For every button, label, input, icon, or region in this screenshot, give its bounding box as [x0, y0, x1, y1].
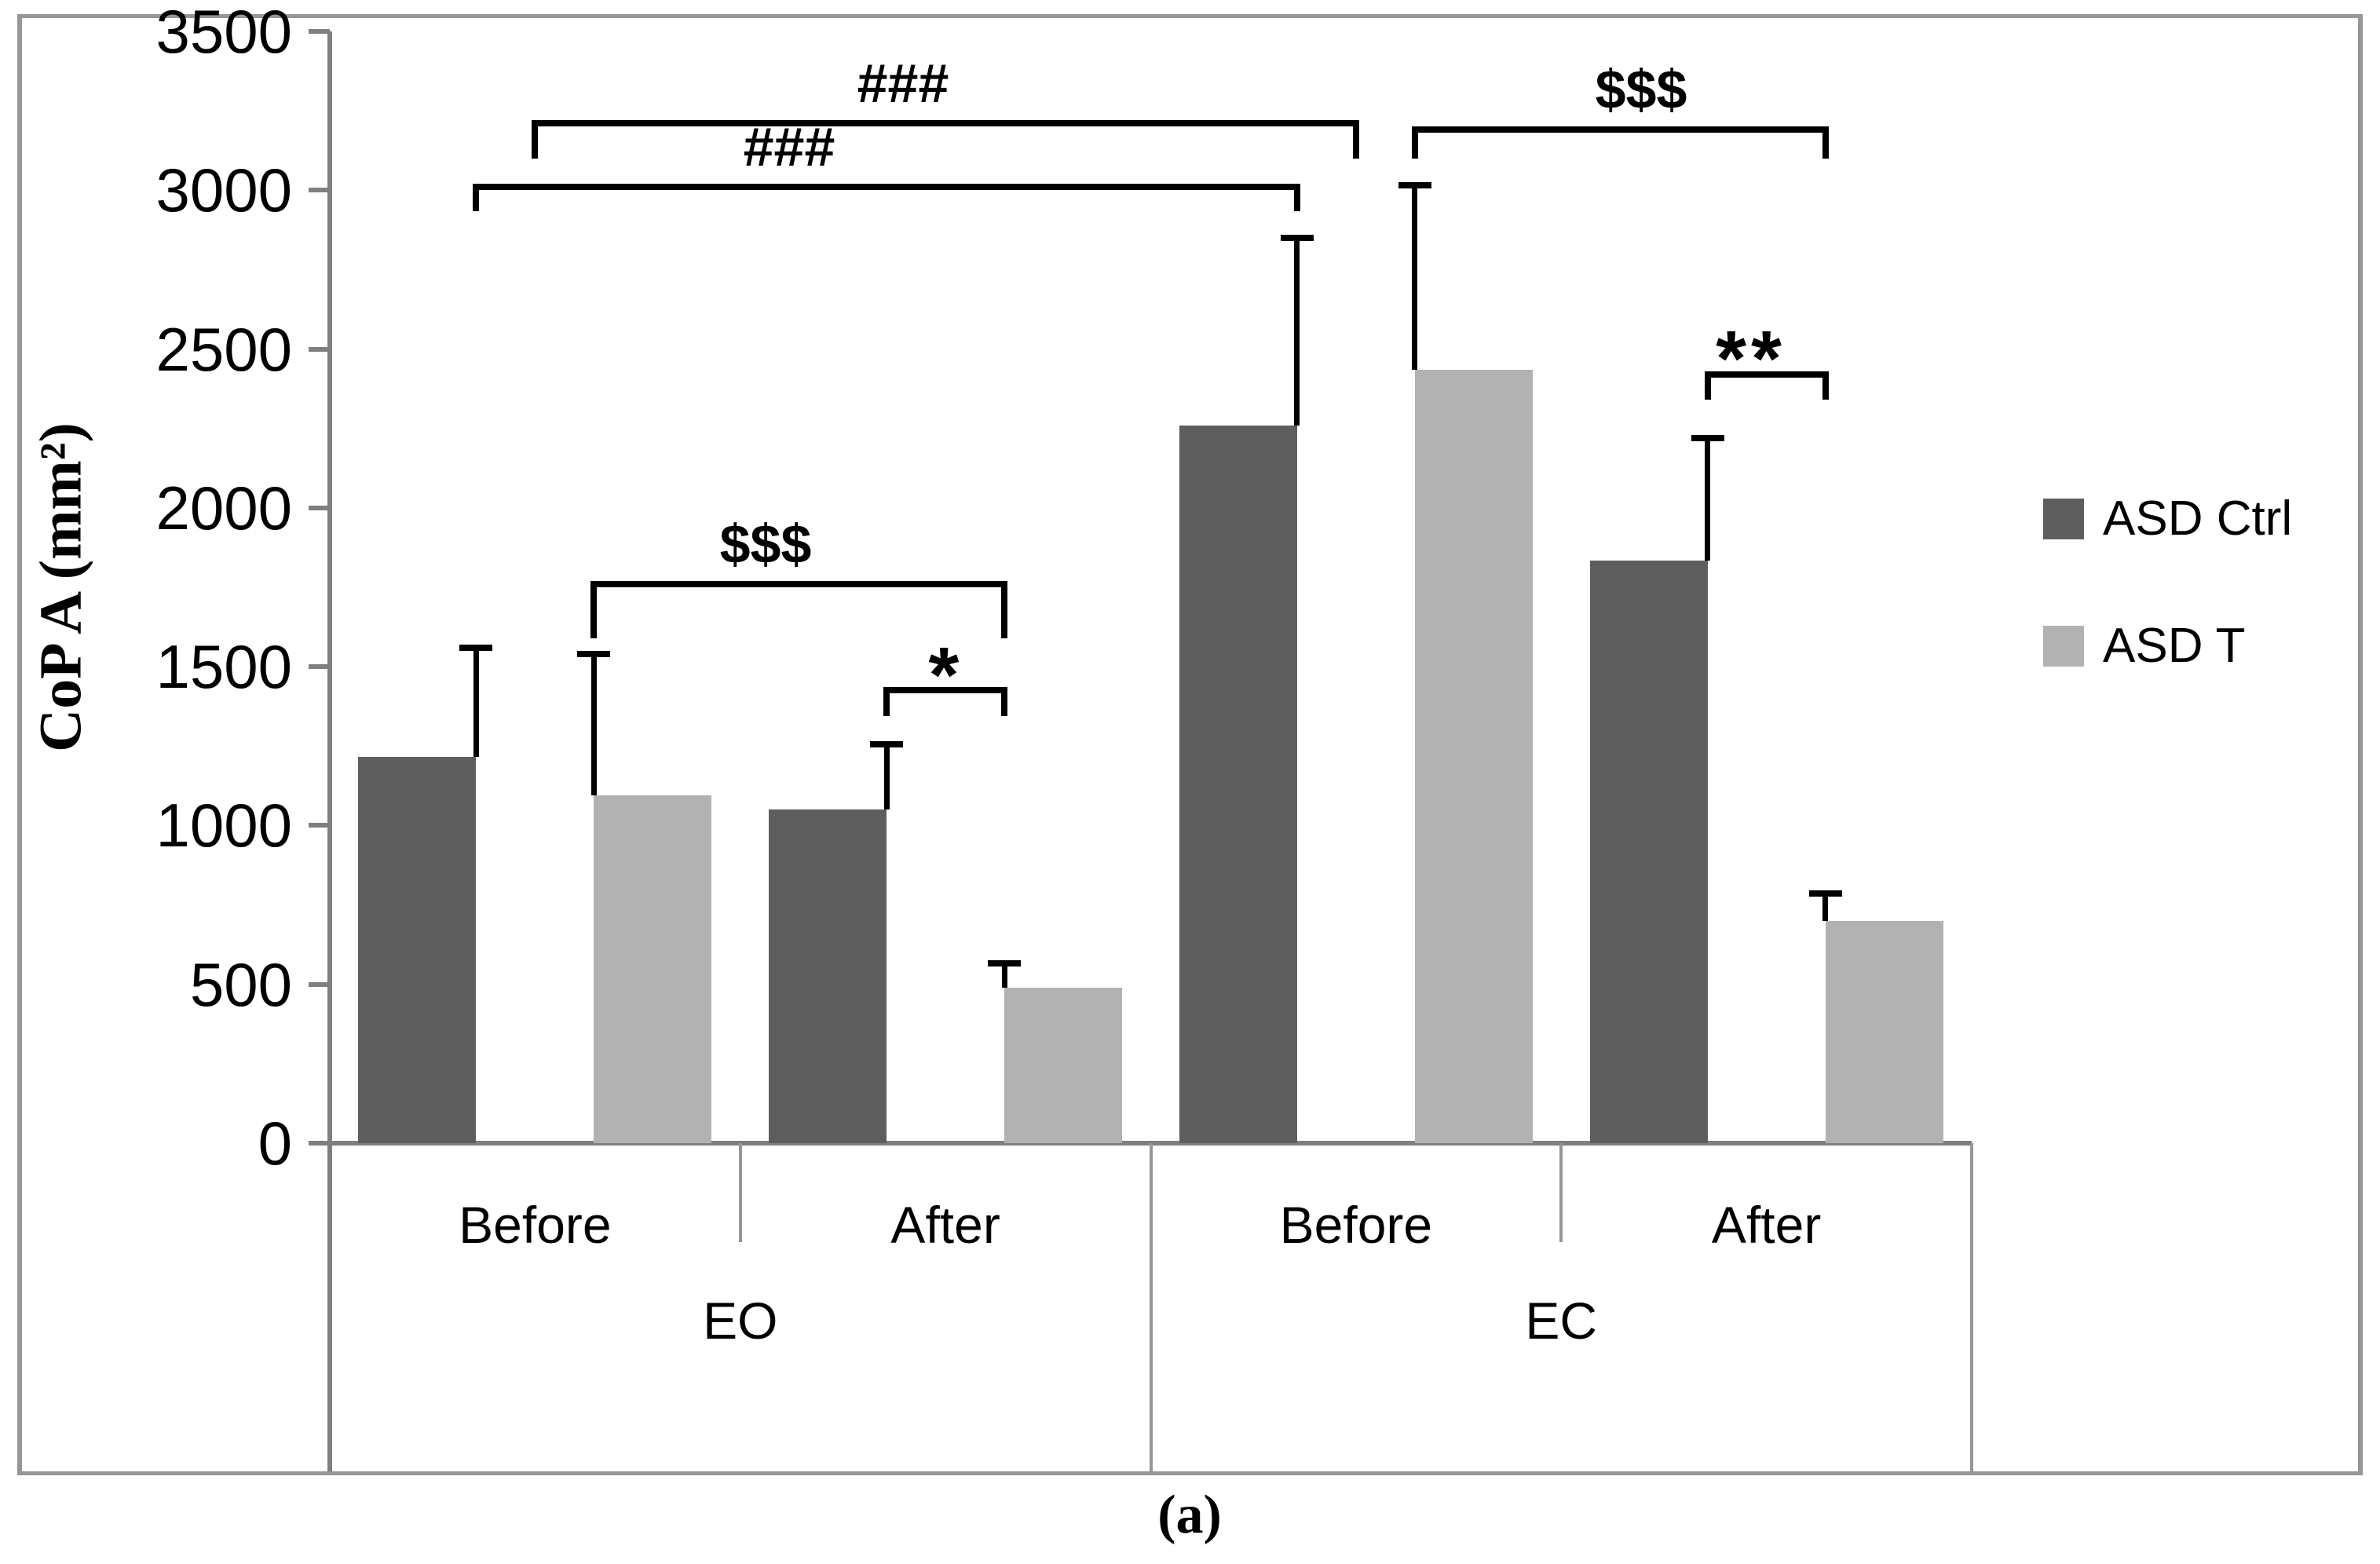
significance-bracket-leg	[590, 583, 598, 638]
significance-bracket	[532, 120, 1359, 127]
bar-asd-t-after-g1	[1004, 987, 1123, 1143]
error-bar	[590, 653, 597, 795]
group-label: EO	[703, 1292, 778, 1350]
y-axis-title: CoP A (mm²)	[27, 422, 94, 752]
bar-asd-ctrl-before-g0	[358, 757, 477, 1143]
bar-asd-t-before-g2	[1414, 369, 1533, 1143]
significance-bracket-leg	[1001, 690, 1008, 716]
error-bar-cap	[1808, 890, 1842, 897]
significance-label: ###	[857, 53, 949, 115]
significance-label: $$$	[719, 513, 812, 575]
bar-asd-t-before-g0	[594, 795, 712, 1143]
y-tick-mark	[309, 1141, 330, 1146]
y-tick-mark	[309, 29, 330, 34]
significance-label: *	[928, 630, 964, 719]
legend-item-asd-t: ASD T	[2043, 622, 2245, 671]
category-separator	[738, 1143, 742, 1242]
bar-asd-ctrl-before-g2	[1179, 425, 1297, 1143]
error-bar	[473, 647, 479, 758]
y-tick-mark	[309, 505, 330, 510]
legend-label-asd-t: ASD T	[2103, 619, 2246, 673]
error-bar	[1822, 893, 1829, 921]
figure-caption: (a)	[1157, 1485, 1222, 1545]
error-bar-cap	[577, 650, 611, 657]
chart-border-top	[17, 14, 2362, 18]
legend-swatch-asd-ctrl	[2043, 499, 2084, 539]
group-label: EC	[1525, 1292, 1598, 1350]
error-bar	[1294, 237, 1300, 426]
category-label: After	[1711, 1196, 1822, 1254]
y-tick-label: 2500	[155, 314, 292, 384]
significance-bracket-leg	[532, 123, 539, 159]
y-tick-mark	[309, 823, 330, 828]
significance-label: ###	[743, 116, 835, 178]
bar-asd-t-after-g3	[1825, 920, 1943, 1143]
error-bar-cap	[1398, 182, 1431, 189]
significance-bracket-leg	[883, 690, 890, 716]
y-tick-mark	[309, 188, 330, 193]
significance-bracket-leg	[1704, 374, 1711, 400]
chart-border-bottom	[17, 1471, 2362, 1475]
significance-bracket-leg	[1822, 374, 1829, 400]
legend-swatch-asd-t	[2043, 626, 2084, 667]
bar-asd-ctrl-after-g1	[769, 809, 887, 1143]
significance-bracket-leg	[1411, 130, 1418, 159]
error-bar	[1705, 437, 1711, 561]
y-tick-mark	[309, 981, 330, 987]
significance-bracket-leg	[1001, 583, 1008, 638]
category-separator	[1149, 1143, 1153, 1471]
y-axis-line	[327, 31, 332, 1471]
y-tick-label: 3000	[155, 155, 292, 225]
bar-asd-ctrl-after-g3	[1589, 560, 1708, 1143]
significance-bracket	[1411, 126, 1829, 133]
chart-border-left	[17, 14, 22, 1475]
category-label: Before	[459, 1196, 612, 1254]
error-bar-cap	[870, 741, 904, 748]
error-bar-cap	[988, 960, 1022, 967]
y-tick-label: 0	[258, 1109, 292, 1178]
error-bar-cap	[459, 644, 493, 651]
significance-bracket	[883, 687, 1008, 694]
legend-label-asd-ctrl: ASD Ctrl	[2103, 491, 2293, 546]
legend-item-asd-ctrl: ASD Ctrl	[2043, 495, 2292, 543]
error-bar	[883, 744, 890, 810]
chart-border-right	[2358, 14, 2363, 1475]
significance-bracket	[590, 580, 1008, 587]
significance-bracket-leg	[1352, 123, 1359, 159]
error-bar	[1001, 963, 1007, 988]
y-tick-label: 1500	[155, 632, 292, 702]
significance-bracket-leg	[1293, 187, 1300, 211]
significance-bracket-leg	[473, 187, 480, 211]
category-label: Before	[1279, 1196, 1433, 1254]
significance-label: $$$	[1595, 59, 1687, 121]
significance-bracket	[1704, 371, 1829, 378]
y-tick-mark	[309, 346, 330, 352]
error-bar-cap	[1691, 434, 1724, 441]
y-tick-mark	[309, 664, 330, 670]
significance-bracket-leg	[1822, 130, 1829, 159]
category-separator	[1559, 1143, 1563, 1242]
significance-bracket	[473, 184, 1300, 191]
error-bar	[1412, 185, 1418, 370]
error-bar-cap	[1280, 234, 1314, 241]
category-separator	[1970, 1143, 1973, 1471]
y-tick-label: 3500	[155, 0, 292, 66]
category-label: After	[890, 1196, 1000, 1254]
y-tick-label: 1000	[155, 791, 292, 861]
significance-label: **	[1716, 314, 1786, 403]
y-tick-label: 500	[189, 949, 292, 1019]
y-tick-label: 2000	[155, 473, 292, 543]
